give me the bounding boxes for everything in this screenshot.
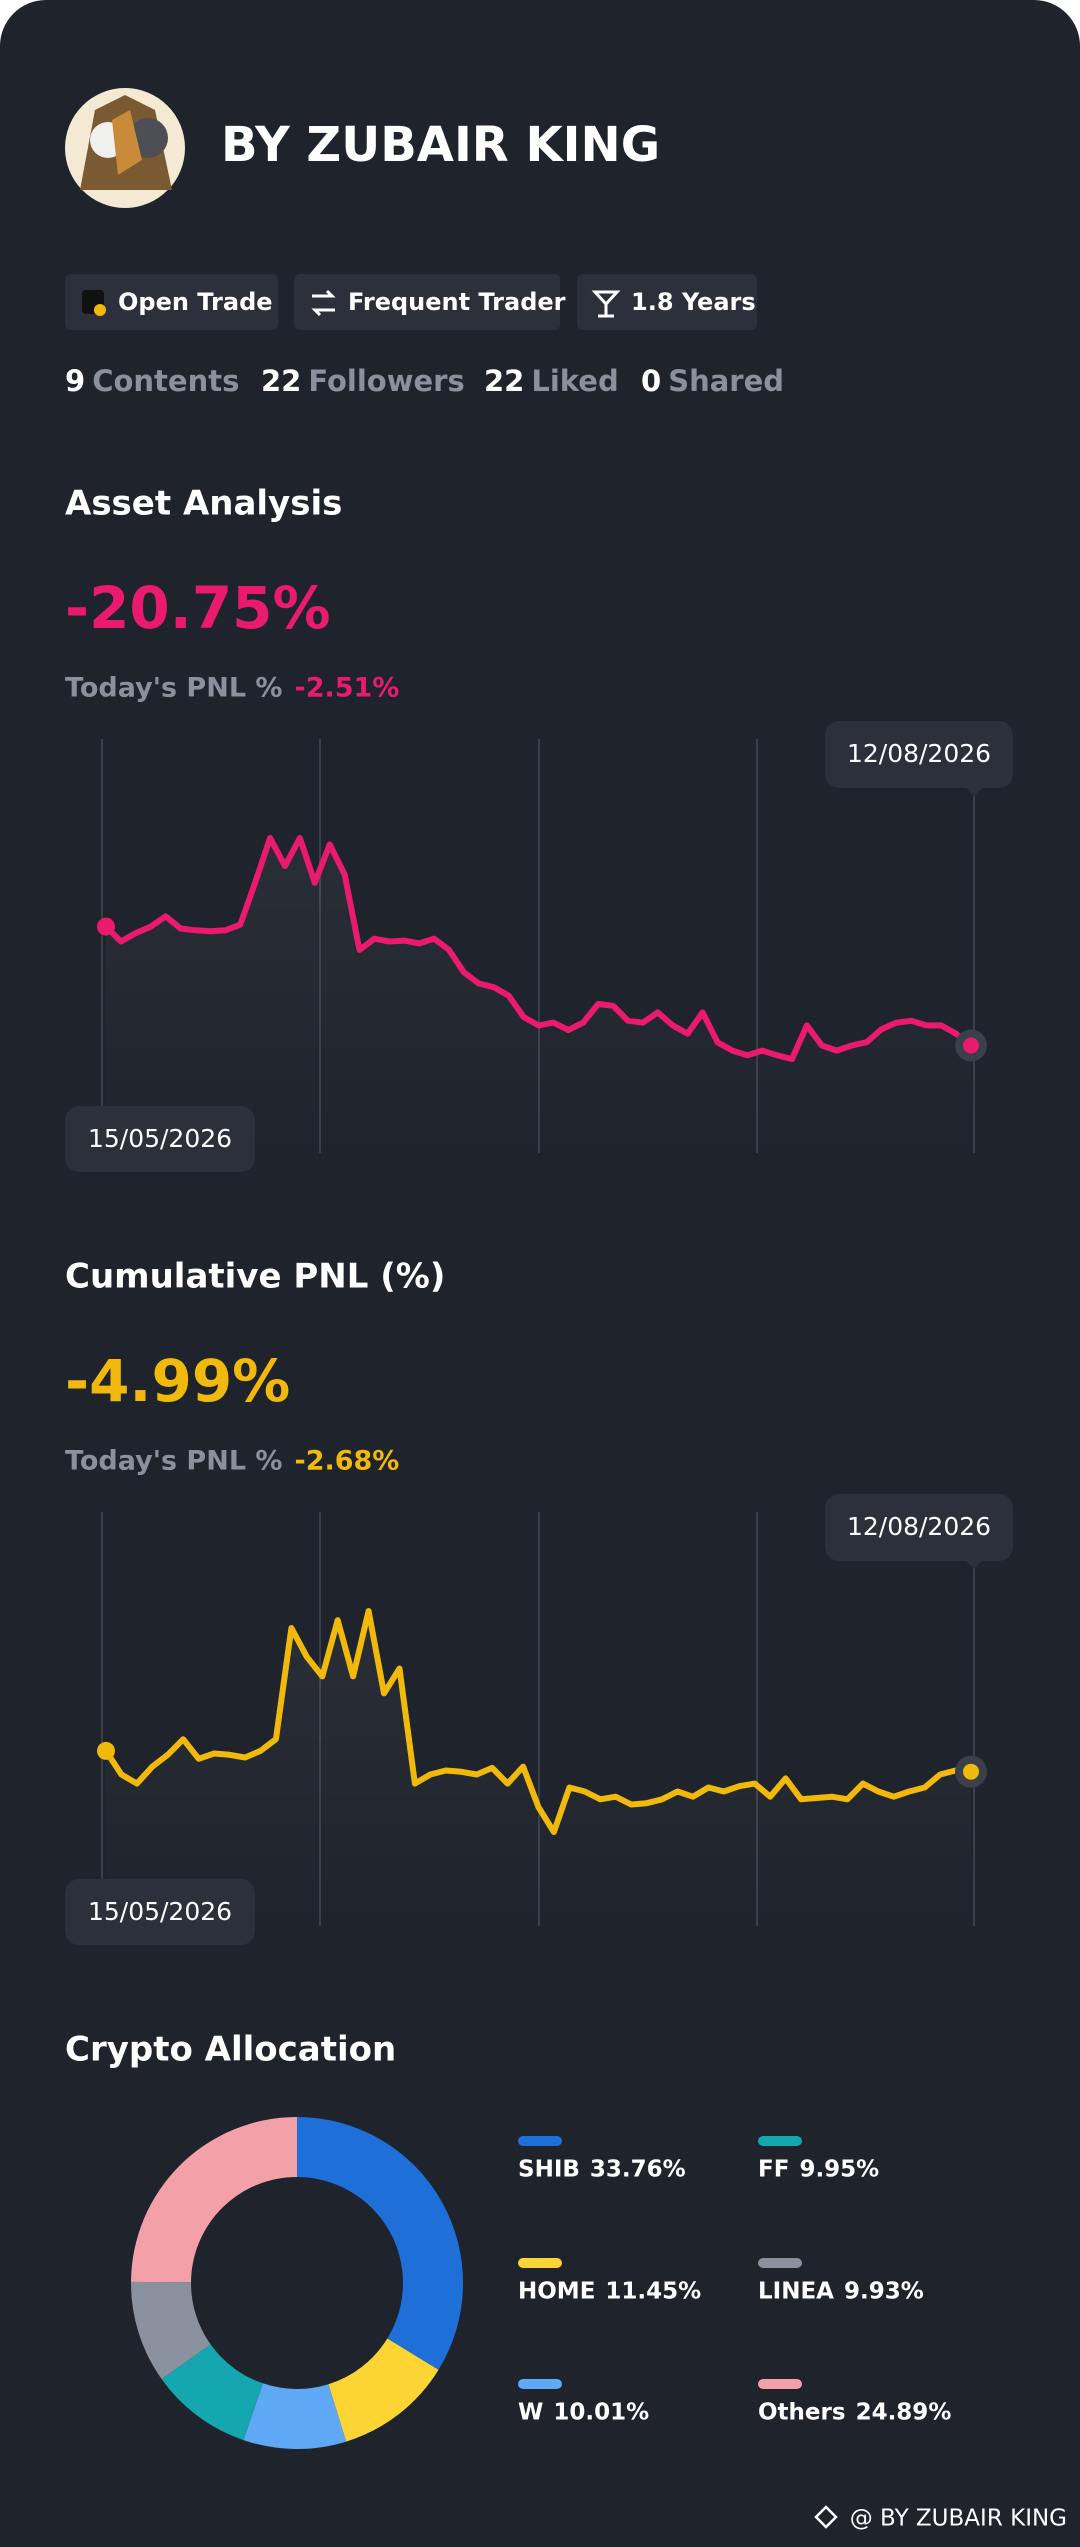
legend-name: SHIB	[518, 2157, 580, 2183]
headline-value: -4.99%	[65, 1347, 290, 1415]
legend-value: 10.01%	[553, 2400, 649, 2426]
badge-text: Frequent Trader	[348, 288, 566, 316]
stat-value: 9	[65, 364, 85, 398]
area	[106, 1611, 971, 1926]
tooltip	[65, 1879, 255, 1945]
badge-icon	[94, 304, 106, 316]
section-title: Crypto Allocation	[65, 2030, 396, 2070]
donut-slice	[297, 2117, 464, 2370]
stat-value: 0	[641, 364, 661, 398]
badge-text: Open Trade	[118, 288, 273, 316]
legend-swatch	[518, 2379, 562, 2389]
footer-icon	[814, 2505, 838, 2529]
today-label: Today's PNL %	[65, 673, 282, 704]
line	[103, 1608, 972, 1835]
today-label: Today's PNL %	[65, 1446, 282, 1477]
charts: Asset Analysis -20.75% Today's PNL % -2.51%…	[65, 484, 1013, 2450]
stat-value: 22	[261, 364, 301, 398]
stat-value: 22	[484, 364, 524, 398]
legend-name: FF	[758, 2157, 789, 2183]
start-date: 15/05/2026	[88, 1124, 232, 1153]
start-dot	[97, 917, 115, 936]
end-date: 12/08/2026	[847, 739, 991, 768]
stat-label: Shared	[668, 364, 784, 398]
stat-label: Liked	[531, 364, 618, 398]
legend-value: 11.45%	[605, 2279, 701, 2305]
legend-swatch	[758, 2258, 802, 2268]
tooltip	[825, 1494, 1013, 1561]
badge[interactable]	[294, 274, 560, 330]
donut-slice	[161, 2344, 263, 2441]
legend-value: 33.76%	[590, 2157, 686, 2183]
legend-name: W	[518, 2400, 543, 2426]
badge-icon	[311, 289, 336, 317]
area	[106, 838, 971, 1153]
legend-name: Others	[758, 2400, 846, 2426]
today-value: -2.51%	[294, 673, 399, 704]
donut-slice	[243, 2383, 347, 2450]
donut-slice	[328, 2338, 439, 2442]
stats: 9 Contents 22 Followers 22 Liked 0 Shared	[65, 364, 784, 398]
tooltip-pointer	[966, 1561, 982, 1569]
section-title: Asset Analysis	[65, 484, 342, 524]
tooltip	[65, 1106, 255, 1172]
badge-text: 1.8 Years	[631, 288, 756, 316]
section-title: Cumulative PNL (%)	[65, 1257, 445, 1297]
badge-icon	[591, 290, 621, 318]
line	[103, 835, 973, 1062]
start-dot	[97, 1741, 115, 1760]
avatar[interactable]	[65, 88, 185, 208]
footer: @ BY ZUBAIR KING	[850, 2506, 1067, 2532]
legend-name: HOME	[518, 2279, 595, 2305]
legend-value: 9.93%	[844, 2279, 924, 2305]
start-date: 15/05/2026	[88, 1897, 232, 1926]
tooltip	[825, 721, 1013, 788]
legend-value: 24.89%	[856, 2400, 952, 2426]
badge[interactable]	[577, 274, 757, 330]
stat-label: Contents	[92, 364, 239, 398]
legend-name: LINEA	[758, 2279, 834, 2305]
profile-name: BY ZUBAIR KING	[221, 117, 660, 173]
donut-slice	[131, 2117, 297, 2283]
donut-slice	[130, 2281, 211, 2380]
legend-swatch	[758, 2379, 802, 2389]
end-dot	[963, 1763, 979, 1780]
today-value: -2.68%	[294, 1446, 399, 1477]
legend-swatch	[518, 2258, 562, 2268]
badges: Open Trade Frequent Trader 1.8 Years	[65, 274, 757, 330]
tooltip-pointer	[966, 788, 982, 796]
badge[interactable]	[65, 274, 278, 330]
legend-swatch	[758, 2136, 802, 2146]
headline-value: -20.75%	[65, 574, 331, 642]
legend-swatch	[518, 2136, 562, 2146]
legend-value: 9.95%	[799, 2157, 879, 2183]
end-date: 12/08/2026	[847, 1512, 991, 1541]
stat-label: Followers	[308, 364, 464, 398]
end-dot	[963, 1037, 979, 1054]
